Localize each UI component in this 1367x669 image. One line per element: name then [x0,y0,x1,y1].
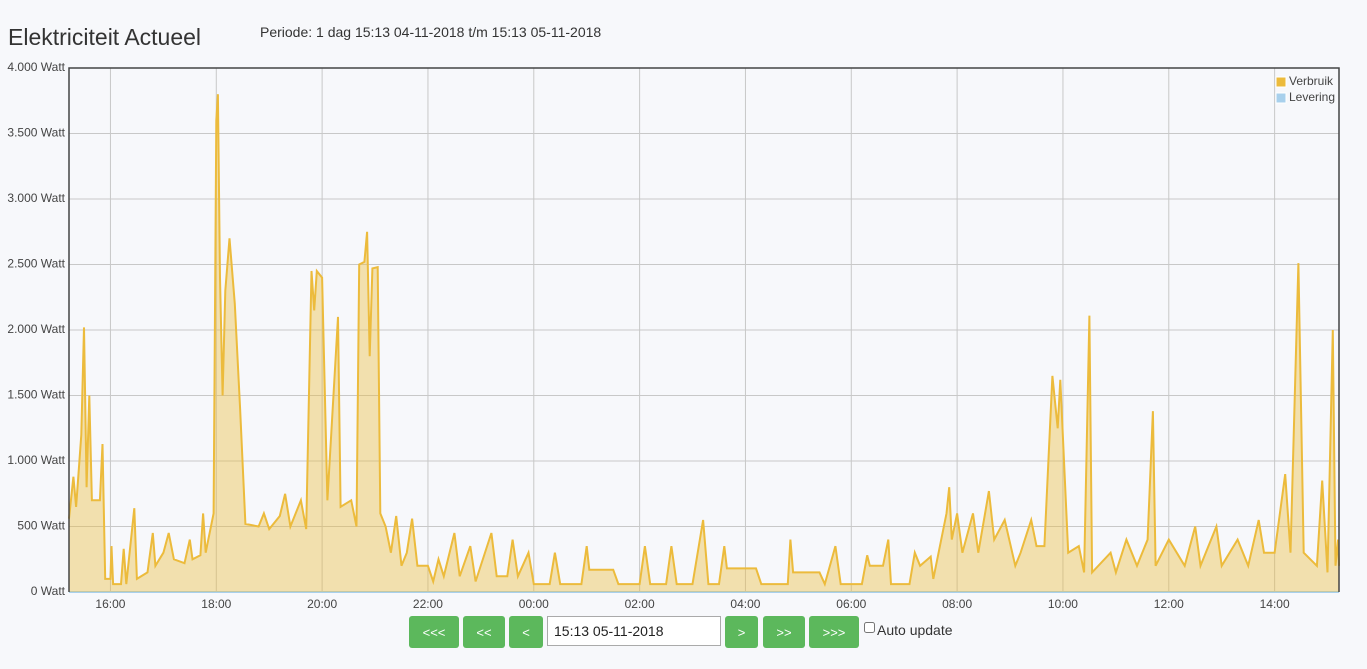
y-tick-label: 3.500 Watt [7,126,65,140]
y-tick-label: 1.500 Watt [7,388,65,402]
x-tick-label: 20:00 [307,597,337,611]
nav-button[interactable]: <<< [409,616,459,648]
y-tick-label: 2.000 Watt [7,322,65,336]
x-tick-label: 00:00 [519,597,549,611]
y-tick-label: 1.000 Watt [7,453,65,467]
period: Periode: 1 dag 15:13 04-11-2018 t/m 15:1… [260,24,602,40]
legend-swatch [1275,92,1287,104]
y-tick-label: 4.000 Watt [7,60,65,74]
line [68,94,1340,588]
nav-button[interactable]: << [463,616,505,648]
x-tick-label: 02:00 [625,597,655,611]
x-tick-label: 14:00 [1260,597,1290,611]
x-tick-label: 16:00 [95,597,125,611]
page-title: Elektriciteit Actueel [8,24,202,50]
x-tick-label: 18:00 [201,597,231,611]
y-tick-label: 500 Watt [17,519,65,533]
x-tick-label: 12:00 [1154,597,1184,611]
y-tick-label: 0 Watt [31,584,66,598]
y-tick-label: 2.500 Watt [7,257,65,271]
legend-label: Levering [1289,90,1335,104]
legend-label: Verbruik [1289,74,1334,88]
nav-button[interactable]: < [509,616,543,648]
date-input[interactable]: 15:13 05-11-2018 [547,616,721,646]
x-tick-label: 06:00 [836,597,866,611]
nav-button[interactable]: >>> [809,616,859,648]
x-tick-label: 04:00 [730,597,760,611]
auto-update-checkbox[interactable] [864,622,875,633]
nav-button[interactable]: > [725,616,758,648]
x-tick-label: 10:00 [1048,597,1078,611]
plot-border [68,67,1340,592]
y-tick-label: 3.000 Watt [7,191,65,205]
x-tick-label: 22:00 [413,597,443,611]
auto-update-label[interactable]: Auto update [877,622,953,638]
legend-swatch [1275,76,1287,88]
nav-button[interactable]: >> [763,616,805,648]
x-tick-label: 08:00 [942,597,972,611]
